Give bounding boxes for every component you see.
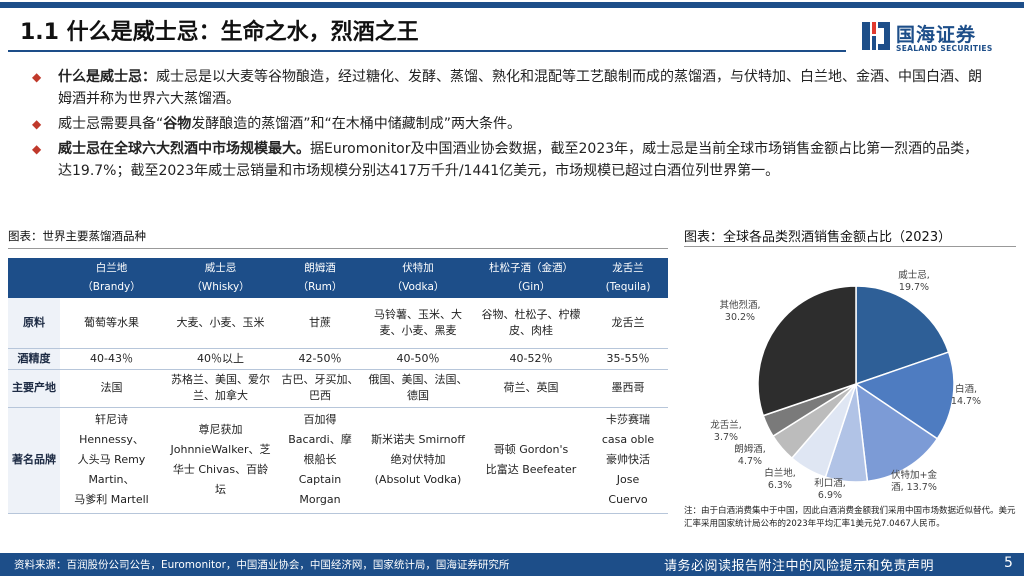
table-caption-rule xyxy=(8,248,668,249)
pie-slice-value-label: 4.7% xyxy=(738,456,762,467)
table-cell: 40-43％ xyxy=(60,348,163,370)
pie-slice-label: 利口酒, xyxy=(814,477,846,489)
table-cell: 葡萄等水果 xyxy=(60,298,163,349)
brand-cell: 百加得 Bacardi、摩 根船长 Captain Morgan xyxy=(278,407,362,514)
logo-text-en: SEALAND SECURITIES xyxy=(896,44,993,53)
bullet-definition: ◆ 什么是威士忌：威士忌是以大麦等谷物酿造，经过糖化、发酵、蒸馏、熟化和混配等工… xyxy=(30,66,990,110)
logo-text-cn: 国海证券 xyxy=(896,24,977,46)
table-row: 著名品牌 轩尼诗 Hennessy、 人头马 Remy Martin、 马爹利 Mart… xyxy=(8,407,668,514)
table-cell: 俄国、美国、法国、德国 xyxy=(362,369,474,408)
bullet-bold-word: 谷物 xyxy=(163,116,192,132)
pie-slice-label: 龙舌兰, xyxy=(710,419,742,431)
bullet-text: 威士忌是以大麦等谷物酿造，经过糖化、发酵、蒸馏、熟化和混配等工艺酿制而成的蒸馏酒… xyxy=(58,69,982,107)
diamond-bullet-icon: ◆ xyxy=(32,70,42,84)
bullet-text-post: 发酵酿造的蒸馏酒”和“在木桶中储藏制成”两大条件。 xyxy=(191,116,522,132)
table-cell: 龙舌兰 xyxy=(588,298,668,349)
table-cell: 甘蔗 xyxy=(278,298,362,349)
header-cell: 龙舌兰 (Tequila) xyxy=(588,258,668,298)
row-header: 主要产地 xyxy=(8,369,60,408)
brand-cell: 哥顿 Gordon's 比富达 Beefeater xyxy=(474,407,588,514)
top-accent-bar xyxy=(0,2,1024,8)
row-header: 著名品牌 xyxy=(8,407,60,514)
pie-slice xyxy=(854,351,955,440)
table-header-row: 白兰地 （Brandy） 威士忌 （Whisky） 朗姆酒 （Rum） 伏特加 （Vod… xyxy=(8,258,668,298)
pie-chart-svg: 威士忌,19.7% 白酒,14.7% 伏特加+金酒, 13.7% 利口酒,6.9% 白兰… xyxy=(710,269,981,501)
brand-cell: 斯米诺夫 Smirnoff 绝对伏特加 (Absolut Vodka) xyxy=(362,407,474,514)
bullet-lead: 什么是威士忌： xyxy=(58,69,156,85)
row-header: 原料 xyxy=(8,298,60,349)
table-cell: 35-55％ xyxy=(588,348,668,370)
spirits-table: 白兰地 （Brandy） 威士忌 （Whisky） 朗姆酒 （Rum） 伏特加 （Vod… xyxy=(8,258,668,514)
sealand-logo-icon xyxy=(862,22,890,50)
footer-source: 资料来源：百润股份公司公告，Euromonitor，中国酒业协会，中国经济网，国… xyxy=(14,559,510,571)
table-cell: 谷物、杜松子、柠檬皮、肉桂 xyxy=(474,298,588,349)
table-cell: 法国 xyxy=(60,369,163,408)
pie-slice-value-label: 6.3% xyxy=(768,480,792,491)
chart-note: 注：由于白酒消费集中于中国，因此白酒消费金额我们采用中国市场数据近似替代。美元汇… xyxy=(684,506,1016,529)
footer-disclaimer: 请务必阅读报告附注中的风险提示和免责声明 xyxy=(664,559,935,574)
table-cell: 荷兰、英国 xyxy=(474,369,588,408)
brand-cell: 尊尼获加 JohnnieWalker、芝 华士 Chivas、百龄坛 xyxy=(163,407,278,514)
diamond-bullet-icon: ◆ xyxy=(32,117,42,131)
bullet-market-size: ◆ 威士忌在全球六大烈酒中市场规模最大。据Euromonitor及中国酒业协会数… xyxy=(30,138,990,182)
header-cell: 白兰地 （Brandy） xyxy=(60,258,163,298)
pie-slice-label: 朗姆酒, xyxy=(734,443,766,455)
table-row: 主要产地 法国 苏格兰、美国、爱尔兰、加拿大 古巴、牙买加、巴西 俄国、美国、法… xyxy=(8,369,668,408)
company-logo: 国海证券 SEALAND SECURITIES xyxy=(862,20,1012,56)
table-cell: 42-50％ xyxy=(278,348,362,370)
pie-slice-value-label: 19.7% xyxy=(899,282,929,293)
diamond-bullet-icon: ◆ xyxy=(32,142,42,156)
table-cell: 马铃薯、玉米、大麦、小麦、黑麦 xyxy=(362,298,474,349)
pie-slice-value-label: 3.7% xyxy=(714,432,738,443)
pie-slice-label: 白酒, xyxy=(955,383,977,395)
pie-slice-label: 白兰地, xyxy=(764,467,796,479)
brand-cell: 卡莎赛瑞 casa oble 豪帅快活 Jose Cuervo xyxy=(588,407,668,514)
table-cell: 40％以上 xyxy=(163,348,278,370)
pie-slice-label: 伏特加+金 xyxy=(891,469,937,481)
bullet-text-pre: 威士忌需要具备“ xyxy=(58,116,164,132)
bullet-conditions: ◆ 威士忌需要具备“谷物发酵酿造的蒸馏酒”和“在木桶中储藏制成”两大条件。 xyxy=(30,113,990,135)
table-cell: 大麦、小麦、玉米 xyxy=(163,298,278,349)
footer-bar: 资料来源：百润股份公司公告，Euromonitor，中国酒业协会，中国经济网，国… xyxy=(0,553,1024,576)
table-cell: 古巴、牙买加、巴西 xyxy=(278,369,362,408)
pie-chart: 威士忌, 19.7% 白酒, 14.7% 伏特加+金 酒, 13.7% 利口酒, 6.9% 白兰… xyxy=(684,250,1020,501)
header-cell: 朗姆酒 （Rum） xyxy=(278,258,362,298)
header-cell: 威士忌 （Whisky） xyxy=(163,258,278,298)
pie-slice-value-label: 30.2% xyxy=(725,312,755,323)
pie-slice-value-label: 酒, 13.7% xyxy=(891,482,937,493)
chart-caption: 图表：全球各品类烈酒销售金额占比（2023） xyxy=(684,230,952,245)
table-row: 原料 葡萄等水果 大麦、小麦、玉米 甘蔗 马铃薯、玉米、大麦、小麦、黑麦 谷物、… xyxy=(8,298,668,349)
pie-slice xyxy=(855,382,939,483)
pie-slice-label: 其他烈酒, xyxy=(719,299,760,311)
pie-slice-value-label: 6.9% xyxy=(818,490,842,500)
pie-slice xyxy=(757,285,857,417)
pie-slice-label: 威士忌, xyxy=(898,269,930,281)
header-cell-blank xyxy=(8,258,60,298)
table-cell: 墨西哥 xyxy=(588,369,668,408)
bullet-list: ◆ 什么是威士忌：威士忌是以大麦等谷物酿造，经过糖化、发酵、蒸馏、熟化和混配等工… xyxy=(30,66,990,185)
slide-title: 1.1 什么是威士忌：生命之水，烈酒之王 xyxy=(20,20,419,45)
chart-caption-rule xyxy=(684,246,1016,247)
title-underline xyxy=(8,50,846,52)
brand-cell: 轩尼诗 Hennessy、 人头马 Remy Martin、 马爹利 Martell xyxy=(60,407,163,514)
bullet-text: 据Euromonitor及中国酒业协会数据，截至2023年，威士忌是当前全球市场… xyxy=(58,141,979,179)
table-cell: 40-50％ xyxy=(362,348,474,370)
bullet-lead: 威士忌在全球六大烈酒中市场规模最大。 xyxy=(58,141,310,157)
row-header: 酒精度 xyxy=(8,348,60,370)
page-number: 5 xyxy=(1004,555,1013,571)
table-caption: 图表：世界主要蒸馏酒品种 xyxy=(8,229,146,243)
header-cell: 伏特加 （Vodka） xyxy=(362,258,474,298)
table-cell: 苏格兰、美国、爱尔兰、加拿大 xyxy=(163,369,278,408)
table-row: 酒精度 40-43％ 40％以上 42-50％ 40-50％ 40-52％ 35… xyxy=(8,348,668,370)
pie-slice-value-label: 14.7% xyxy=(951,396,981,407)
header-cell: 杜松子酒（金酒） （Gin） xyxy=(474,258,588,298)
table-cell: 40-52％ xyxy=(474,348,588,370)
